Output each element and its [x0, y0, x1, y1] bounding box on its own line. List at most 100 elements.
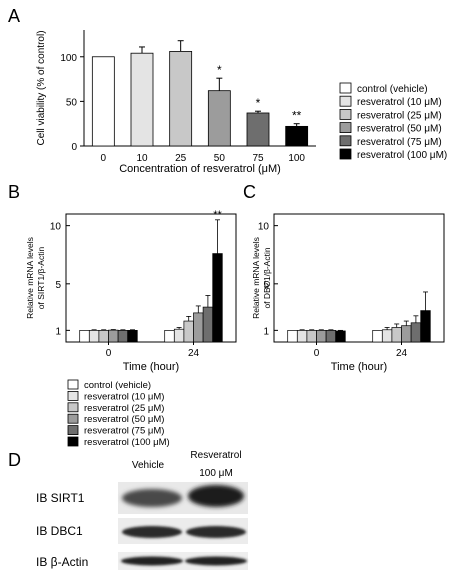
- western-blot: Vehicle Resveratrol 100 μM IB SIRT1 IB D…: [36, 450, 248, 570]
- bar: [287, 330, 298, 343]
- bar-50: [207, 90, 231, 147]
- blot-band-sirt1-vehicle: [122, 489, 182, 507]
- y-tick-label: 50: [66, 97, 78, 108]
- bar: [202, 306, 214, 343]
- legend-a: control (vehicle) resveratrol (10 μM) resv…: [339, 82, 447, 161]
- blot-band-dbc1-resveratrol: [186, 526, 246, 538]
- x-tick-label: 25: [175, 153, 187, 164]
- blot-band-actin-resveratrol: [185, 556, 247, 566]
- bar: [410, 322, 422, 343]
- x-tick-label: 24: [396, 348, 408, 359]
- legend-bc: control (vehicle)resveratrol (10 μM)resv…: [67, 379, 170, 448]
- chart-b: 1 5 10 0 24 ** Time (hour) Relative mRNA levels…: [25, 209, 237, 373]
- legend-label: resveratrol (25 μM): [84, 403, 164, 414]
- bar: [117, 330, 129, 343]
- bar-10: [130, 52, 154, 147]
- significance-label: **: [292, 109, 302, 123]
- bar: [335, 330, 346, 343]
- bar: [401, 325, 412, 343]
- blot-col-vehicle: Vehicle: [132, 460, 165, 471]
- y-tick-label: 1: [263, 326, 269, 337]
- bar: [381, 329, 393, 343]
- blot-row-sirt1: IB SIRT1: [36, 491, 85, 505]
- x-tick-label: 100: [288, 153, 305, 164]
- legend-swatch: [67, 425, 79, 436]
- legend-label: resveratrol (100 μM): [357, 150, 447, 161]
- legend-label: resveratrol (25 μM): [357, 110, 442, 121]
- bar-0: [91, 56, 115, 147]
- bar: [127, 330, 138, 343]
- x-tick-label: 24: [188, 348, 200, 359]
- bar: [98, 330, 109, 343]
- y-tick-label: 10: [258, 222, 270, 233]
- bar: [325, 330, 337, 343]
- legend-swatch: [339, 82, 352, 94]
- x-axis-label: Time (hour): [331, 361, 387, 373]
- significance-label: *: [217, 63, 222, 77]
- panel-label-a: A: [8, 6, 20, 26]
- plot-frame: [273, 213, 445, 343]
- legend-label: resveratrol (75 μM): [84, 426, 164, 437]
- x-tick-label: 0: [101, 153, 107, 164]
- y-axis-label-line1: Relative mRNA levels: [25, 237, 35, 319]
- legend-label: resveratrol (100 μM): [84, 437, 170, 448]
- chart-c: 1 5 10 0 24 Time (hour) Relative mRNA levels of…: [251, 213, 445, 373]
- blot-band-dbc1-vehicle: [122, 526, 182, 538]
- y-axis-label-line1: Relative mRNA levels: [251, 237, 261, 319]
- y-tick-label: 5: [263, 280, 269, 291]
- y-tick-label: 0: [71, 142, 77, 153]
- bar: [108, 329, 119, 343]
- x-axis-label: Time (hour): [123, 361, 179, 373]
- x-tick-label: 0: [106, 348, 112, 359]
- bar-25: [169, 51, 193, 147]
- legend-swatch: [339, 148, 352, 160]
- bar: [183, 320, 194, 343]
- legend-swatch: [67, 413, 79, 424]
- chart-a: 0 50 100 0 10 25 * 50 * 75 ** 100 Concentration of r…: [36, 30, 316, 175]
- bar: [391, 327, 402, 343]
- legend-label: resveratrol (50 μM): [357, 124, 442, 135]
- x-tick-label: 10: [136, 153, 148, 164]
- bar: [79, 330, 90, 343]
- legend-swatch: [67, 390, 79, 401]
- legend-swatch: [339, 122, 352, 133]
- bar: [372, 330, 383, 343]
- legend-label: resveratrol (10 μM): [84, 391, 164, 402]
- bar: [306, 330, 317, 343]
- x-axis-label: Concentration of resveratrol (μM): [119, 163, 281, 175]
- blot-row-dbc1: IB DBC1: [36, 524, 83, 538]
- bar: [193, 312, 204, 343]
- legend-label: resveratrol (10 μM): [357, 97, 442, 108]
- plot-frame: [65, 213, 237, 343]
- bar: [88, 330, 100, 343]
- y-axis-label-line2: of SIRT1/β-Actin: [36, 247, 46, 310]
- bar: [420, 310, 431, 343]
- x-tick-label: 75: [252, 153, 264, 164]
- legend-swatch: [339, 109, 352, 120]
- legend-label: resveratrol (75 μM): [357, 137, 442, 148]
- legend-swatch: [67, 436, 79, 447]
- legend-label: control (vehicle): [357, 84, 428, 95]
- legend-swatch: [67, 402, 79, 413]
- y-tick-label: 10: [50, 222, 62, 233]
- legend-swatch: [339, 135, 352, 147]
- bar: [212, 253, 223, 343]
- significance-label: *: [256, 96, 261, 110]
- significance-label: **: [213, 209, 222, 221]
- legend-label: resveratrol (50 μM): [84, 414, 164, 425]
- legend-swatch: [67, 379, 79, 390]
- blot-band-actin-vehicle: [121, 556, 183, 566]
- bar: [316, 330, 327, 343]
- panel-label-b: B: [8, 182, 20, 202]
- blot-col-dose: 100 μM: [199, 468, 233, 479]
- bar: [164, 330, 175, 343]
- legend-swatch: [339, 95, 352, 107]
- y-tick-label: 5: [55, 280, 61, 291]
- bar-100: [285, 125, 309, 147]
- bar: [173, 328, 185, 343]
- bar-75: [246, 112, 270, 147]
- x-tick-label: 50: [214, 153, 226, 164]
- legend-label: control (vehicle): [84, 380, 151, 391]
- y-tick-label: 1: [55, 326, 61, 337]
